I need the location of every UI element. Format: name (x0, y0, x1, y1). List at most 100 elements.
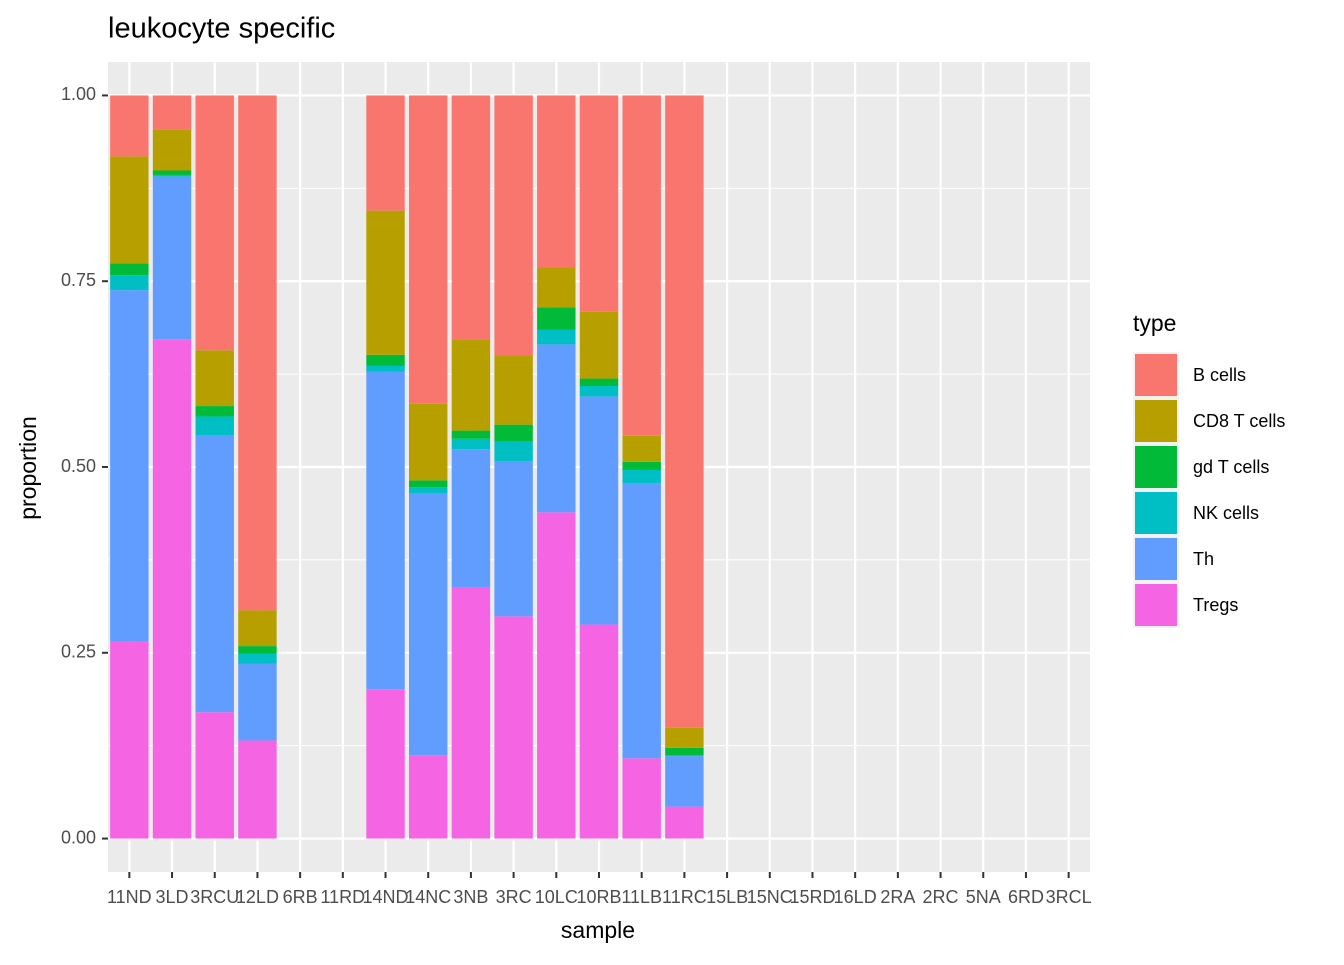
legend-swatch (1135, 446, 1177, 488)
bar-segment (152, 176, 192, 340)
bar-segment (451, 430, 491, 439)
bar-segment (537, 267, 576, 308)
x-tick-label: 14NC (405, 887, 451, 907)
bar-segment (152, 129, 192, 171)
bar-segment (152, 170, 192, 175)
bar-segment (195, 416, 234, 436)
bar-segment (195, 406, 234, 417)
bar-segment (366, 95, 405, 211)
bar-segment (665, 727, 704, 748)
bar-segment (579, 311, 619, 379)
x-tick-label: 3LD (156, 887, 189, 907)
bar-segment (366, 371, 405, 690)
bar-segment (409, 480, 448, 488)
bar-segment (238, 646, 277, 654)
y-axis-title: proportion (15, 416, 41, 520)
bar-segment (366, 689, 405, 839)
bar-segment (665, 806, 704, 839)
bar-segment (195, 95, 234, 351)
y-tick-label: 0.25 (61, 642, 96, 662)
bar-segment (665, 95, 704, 728)
x-axis-title: sample (561, 917, 635, 943)
x-tick-label: 14ND (363, 887, 409, 907)
bar-segment (409, 493, 448, 756)
legend-swatch (1135, 354, 1177, 396)
x-tick-label: 3RCL (1046, 887, 1092, 907)
bar-segment (622, 758, 661, 839)
bar-segment (366, 354, 405, 366)
bar-segment (579, 396, 619, 625)
bar-segment (494, 355, 533, 425)
bar-segment (665, 755, 704, 757)
x-tick-label: 6RB (283, 887, 318, 907)
bar-segment (110, 275, 149, 291)
bar-segment (451, 449, 491, 588)
y-tick-label: 0.00 (61, 827, 96, 847)
bar-segment (195, 350, 234, 407)
bar-segment (579, 624, 619, 839)
x-tick-label: 11LB (621, 887, 662, 907)
bar-segment (494, 95, 533, 356)
x-tick-label: 15NC (747, 887, 793, 907)
bar-segment (494, 441, 533, 462)
bar-segment (110, 290, 149, 642)
bar-segment (195, 712, 234, 839)
legend-swatch (1135, 492, 1177, 534)
bar-segment (238, 95, 277, 611)
bar-segment (409, 403, 448, 481)
x-tick-label: 5NA (966, 887, 1001, 907)
bar-segment (238, 610, 277, 647)
legend-label: B cells (1193, 365, 1246, 385)
bar-segment (238, 740, 277, 839)
bar-segment (494, 461, 533, 617)
bar-segment (366, 210, 405, 355)
legend-label: Th (1193, 549, 1214, 569)
bar-segment (537, 307, 576, 330)
bar-segment (622, 469, 661, 484)
legend-label: Tregs (1193, 595, 1238, 615)
x-tick-label: 3RCU (190, 887, 239, 907)
bar-segment (451, 438, 491, 450)
bar-segment (110, 641, 149, 839)
bar-segment (665, 747, 704, 756)
bar-segment (537, 344, 576, 513)
bar-segment (622, 435, 661, 462)
bar-segment (579, 95, 619, 312)
legend-label: CD8 T cells (1193, 411, 1285, 431)
y-tick-label: 1.00 (61, 84, 96, 104)
legend-label: gd T cells (1193, 457, 1269, 477)
bar-segment (110, 156, 149, 264)
bar-segment (238, 653, 277, 664)
bar-segment (152, 339, 192, 839)
bar-segment (579, 378, 619, 386)
x-tick-label: 11RC (662, 887, 707, 907)
x-tick-label: 11RD (320, 887, 365, 907)
x-tick-label: 15RD (789, 887, 835, 907)
bar-segment (537, 512, 576, 839)
legend-swatch (1135, 584, 1177, 626)
bar-segment (110, 263, 149, 276)
x-tick-label: 11ND (107, 887, 152, 907)
bar-segment (537, 95, 576, 268)
bar-segment (238, 663, 277, 741)
bar-segment (409, 487, 448, 494)
legend-title: type (1133, 310, 1176, 336)
x-tick-label: 3NB (453, 887, 488, 907)
x-tick-label: 10RB (576, 887, 621, 907)
y-tick-label: 0.50 (61, 456, 96, 476)
bar-segment (537, 329, 576, 345)
bar-segment (494, 616, 533, 839)
bar-segment (152, 95, 192, 130)
bar-segment (622, 461, 661, 470)
x-tick-label: 6RD (1008, 887, 1044, 907)
x-tick-label: 3RC (496, 887, 532, 907)
chart-title: leukocyte specific (108, 13, 335, 45)
legend-swatch (1135, 538, 1177, 580)
bar-segment (110, 95, 149, 157)
x-tick-label: 12LD (236, 887, 279, 907)
bar-segment (665, 756, 704, 807)
x-tick-label: 2RA (880, 887, 915, 907)
x-tick-label: 15LB (706, 887, 748, 907)
bar-segment (622, 95, 661, 436)
